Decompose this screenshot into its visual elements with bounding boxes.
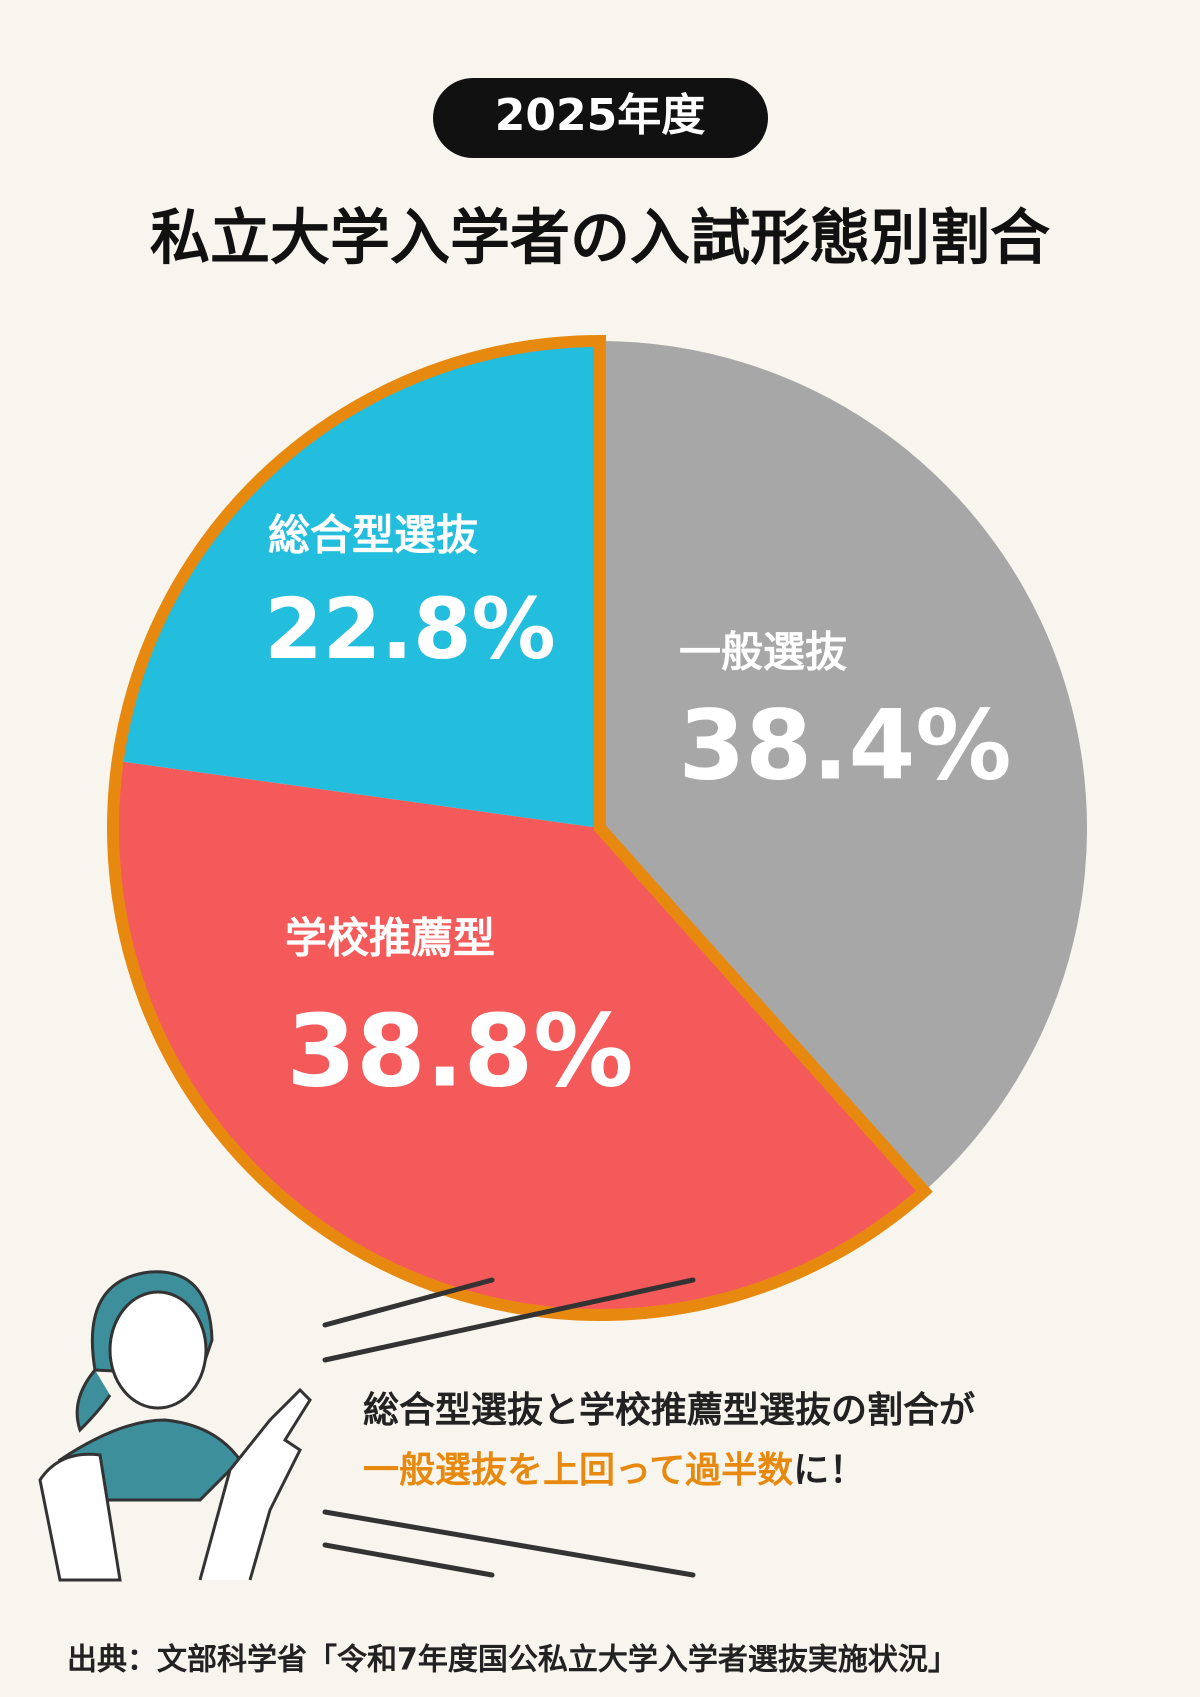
annotation-rest: に！ <box>793 1450 865 1491</box>
character <box>38 1270 312 1582</box>
pie-slice <box>600 341 1088 1192</box>
annotation-line2: 一般選抜を上回って過半数に！ <box>363 1450 865 1491</box>
ponytail <box>75 1369 112 1433</box>
pie-slice <box>113 760 925 1315</box>
slice-label: 一般選抜 <box>679 628 847 677</box>
annotation-highlight: 一般選抜を上回って過半数 <box>363 1450 793 1491</box>
value-label: 22.8% <box>264 580 555 678</box>
speech-line <box>322 1509 696 1578</box>
pie-slice <box>117 341 600 828</box>
speech-lines <box>322 1277 696 1578</box>
pie: 一般選抜 38.4% 学校推薦型 38.8% 総合型選抜 22.8% <box>107 334 1088 1321</box>
hand <box>198 1387 312 1581</box>
shoulder <box>38 1452 122 1582</box>
value-label: 38.8% <box>287 992 634 1109</box>
highlight-outline <box>107 334 933 1321</box>
chart-title: 私立大学入学者の入試形態別割合 <box>150 204 1050 274</box>
value-label: 38.4% <box>678 689 1011 801</box>
slice-label: 学校推薦型 <box>285 914 495 963</box>
source: 出典：文部科学省「令和7年度国公私立大学入学者選抜実施状況」 <box>67 1643 958 1678</box>
speech-line <box>322 1277 696 1363</box>
speech-line <box>322 1542 495 1578</box>
badge <box>433 78 768 158</box>
badge-text: 2025年度 <box>495 90 705 141</box>
speech-line <box>322 1277 495 1328</box>
annotation-line1: 総合型選抜と学校推薦型選抜の割合が <box>363 1389 975 1431</box>
slice-label: 総合型選抜 <box>268 511 478 560</box>
face <box>108 1290 208 1410</box>
